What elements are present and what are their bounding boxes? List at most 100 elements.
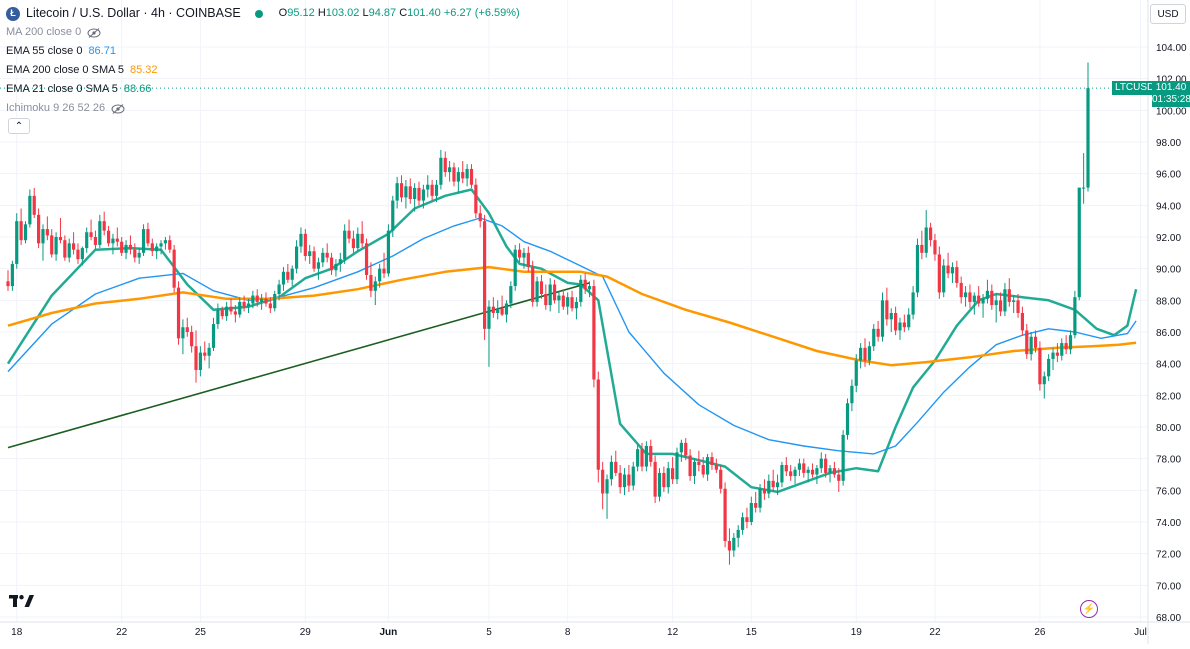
candle (832, 461, 836, 478)
candle-body (426, 184, 430, 190)
candle-body (815, 468, 819, 475)
candle-body (915, 244, 920, 293)
candle-body (351, 238, 356, 249)
candle (19, 208, 23, 245)
candle (32, 187, 36, 218)
candle-body (557, 295, 561, 301)
candle-body (93, 237, 98, 245)
lightning-icon[interactable]: ⚡ (1080, 600, 1098, 618)
candle-body (671, 468, 675, 480)
candle-body (736, 529, 740, 538)
collapse-legend-button[interactable]: ⌃ (8, 118, 30, 134)
candle (316, 257, 321, 280)
candle-body (727, 541, 732, 551)
candle (561, 289, 565, 310)
candle (465, 164, 469, 187)
symbol-row[interactable]: Ł Litecoin / U.S. Dollar · 4h · COINBASE… (6, 4, 520, 23)
market-status-dot-icon (254, 9, 263, 18)
candle-body (220, 309, 224, 317)
candle (535, 276, 539, 307)
candle-body (526, 252, 530, 268)
candle-body (566, 297, 570, 307)
candle (133, 243, 137, 263)
candle-body (998, 300, 1003, 312)
candle (456, 167, 460, 193)
candle (260, 294, 264, 310)
candle-body (570, 297, 574, 309)
candle-body (1077, 187, 1081, 298)
candle-body (723, 488, 727, 541)
indicator-row[interactable]: Ichimoku 9 26 52 26 (6, 99, 520, 118)
candle (369, 262, 373, 298)
candle (277, 279, 281, 301)
candle (176, 281, 181, 345)
candle-body (373, 281, 377, 291)
candle-body (1016, 300, 1020, 313)
indicator-row[interactable]: EMA 200 close 0 SMA 5 85.32 (6, 61, 520, 80)
y-tick-label: 88.00 (1156, 296, 1181, 307)
candle (1020, 306, 1025, 336)
candle-body (28, 195, 32, 225)
candle (124, 240, 128, 260)
candle (242, 295, 246, 312)
candle-body (692, 461, 697, 477)
candle (1003, 282, 1007, 317)
candle-body (797, 463, 802, 470)
candle-body (496, 308, 500, 313)
candle-body (963, 292, 968, 298)
eye-off-icon[interactable] (111, 103, 125, 114)
candle (802, 458, 806, 478)
candle-body (985, 290, 990, 299)
candle-body (500, 308, 504, 315)
candle (216, 303, 220, 329)
candle-body (277, 284, 281, 294)
y-tick-label: 86.00 (1156, 328, 1181, 339)
candle (185, 317, 189, 337)
candle-body (334, 263, 338, 271)
candle (942, 259, 946, 298)
candle-body (71, 243, 76, 250)
x-tick-label: 19 (851, 627, 863, 638)
candle-body (58, 237, 63, 241)
candle-body (190, 332, 194, 347)
candle (955, 260, 959, 288)
candle-body (1029, 336, 1033, 355)
candle-body (902, 322, 906, 328)
candle-body (701, 465, 705, 475)
indicator-row[interactable]: MA 200 close 0 (6, 23, 520, 42)
tradingview-logo-icon[interactable] (9, 594, 35, 612)
indicator-row[interactable]: EMA 21 close 0 SMA 5 88.66 (6, 80, 520, 99)
candle-body (1038, 347, 1042, 385)
candle-body (106, 230, 111, 244)
eye-off-icon[interactable] (87, 27, 101, 38)
candle-body (111, 238, 115, 244)
candle (137, 248, 141, 264)
candle (421, 184, 425, 209)
candle-body (207, 347, 211, 356)
candle (705, 453, 710, 481)
currency-button[interactable]: USD (1150, 4, 1186, 24)
candle (920, 230, 924, 260)
candle (1025, 324, 1029, 359)
symbol-title[interactable]: Litecoin / U.S. Dollar · 4h · COINBASE (26, 6, 241, 20)
y-tick-label: 74.00 (1156, 518, 1181, 529)
candle-body (994, 300, 998, 306)
indicator-name: MA 200 close 0 (6, 26, 82, 38)
y-tick-label: 104.00 (1156, 43, 1187, 54)
candle (190, 325, 194, 353)
candle-body (898, 322, 902, 331)
candle (426, 175, 430, 198)
candle (946, 252, 950, 279)
candle (998, 292, 1003, 317)
candle-body (850, 385, 854, 404)
candle-body (601, 469, 605, 494)
candle (181, 319, 185, 355)
indicator-row[interactable]: EMA 55 close 0 86.71 (6, 42, 520, 61)
high-value: 103.02 (325, 7, 360, 19)
candle (203, 341, 207, 361)
candle-body (37, 214, 41, 244)
candle-body (163, 240, 168, 244)
low-value: 94.87 (368, 7, 397, 19)
